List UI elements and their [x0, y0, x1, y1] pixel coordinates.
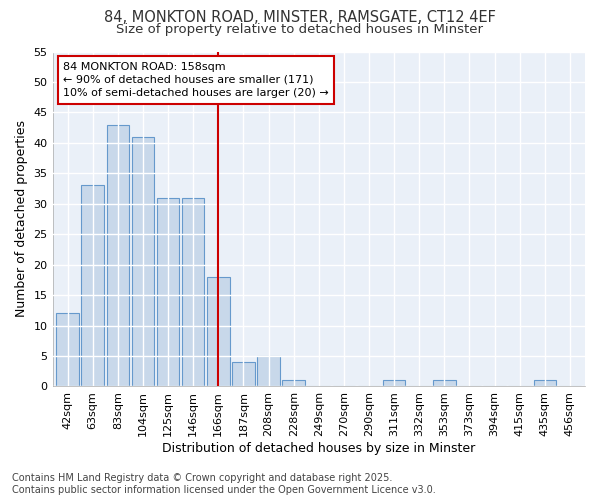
Bar: [157, 198, 179, 386]
Bar: [433, 380, 455, 386]
Bar: [383, 380, 406, 386]
Text: 84, MONKTON ROAD, MINSTER, RAMSGATE, CT12 4EF: 84, MONKTON ROAD, MINSTER, RAMSGATE, CT1…: [104, 10, 496, 25]
Y-axis label: Number of detached properties: Number of detached properties: [15, 120, 28, 318]
Bar: [182, 198, 205, 386]
Bar: [56, 314, 79, 386]
Bar: [257, 356, 280, 386]
Bar: [107, 124, 129, 386]
Bar: [533, 380, 556, 386]
Text: Contains HM Land Registry data © Crown copyright and database right 2025.
Contai: Contains HM Land Registry data © Crown c…: [12, 474, 436, 495]
Bar: [283, 380, 305, 386]
X-axis label: Distribution of detached houses by size in Minster: Distribution of detached houses by size …: [162, 442, 475, 455]
Bar: [232, 362, 255, 386]
Text: 84 MONKTON ROAD: 158sqm
← 90% of detached houses are smaller (171)
10% of semi-d: 84 MONKTON ROAD: 158sqm ← 90% of detache…: [63, 62, 329, 98]
Text: Size of property relative to detached houses in Minster: Size of property relative to detached ho…: [116, 22, 484, 36]
Bar: [131, 137, 154, 386]
Bar: [207, 277, 230, 386]
Bar: [82, 186, 104, 386]
